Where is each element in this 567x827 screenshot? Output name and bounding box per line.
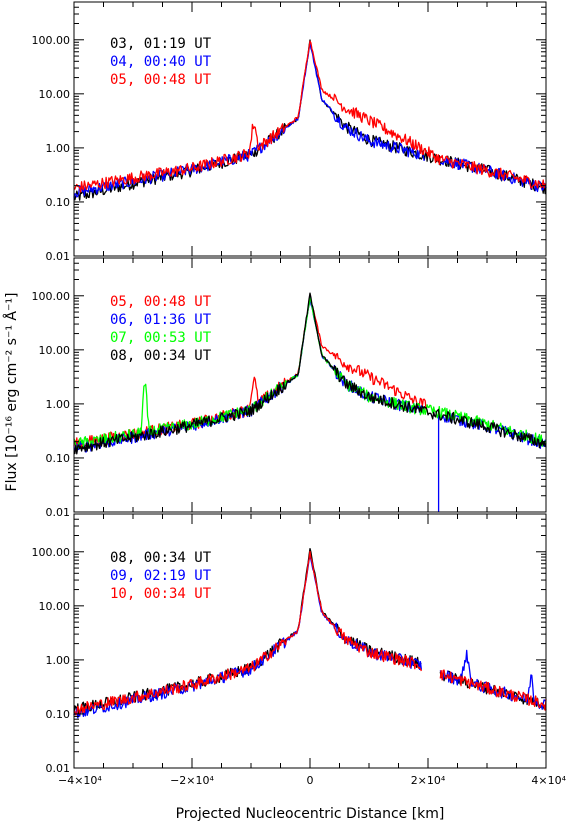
series-label: 09, 02:19 UT [110, 568, 212, 584]
series-line [73, 550, 547, 716]
y-tick-label: 10.00 [39, 88, 71, 101]
y-tick-label: 0.01 [46, 250, 71, 263]
x-axis-label: Projected Nucleocentric Distance [km] [176, 806, 445, 822]
x-tick-label: 0 [307, 774, 314, 787]
y-tick-label: 1.00 [46, 654, 71, 667]
series-label: 05, 00:48 UT [110, 294, 212, 310]
series-label: 03, 01:19 UT [110, 36, 212, 52]
series-label: 04, 00:40 UT [110, 54, 212, 70]
y-tick-label: 0.10 [46, 196, 71, 209]
y-tick-label: 0.01 [46, 762, 71, 775]
panel-3: 08, 00:34 UT 09, 02:19 UT 10, 00:34 UT 0.01… [32, 513, 567, 787]
y-tick-label: 0.10 [46, 452, 71, 465]
x-tick-label: 2×10⁴ [411, 774, 446, 787]
y-tick-label: 0.10 [46, 708, 71, 721]
y-tick-label: 10.00 [39, 600, 71, 613]
y-tick-label: 100.00 [32, 546, 71, 559]
series-label: 06, 01:36 UT [110, 312, 212, 328]
y-tick-label: 1.00 [46, 398, 71, 411]
series-line [73, 295, 427, 451]
y-tick-label: 100.00 [32, 34, 71, 47]
series-label: 10, 00:34 UT [110, 586, 212, 602]
series-line [73, 40, 547, 193]
series-label: 05, 00:48 UT [110, 72, 212, 88]
y-axis-label: Flux [10⁻¹⁶ erg cm⁻² s⁻¹ Å⁻¹] [3, 293, 20, 492]
y-tick-label: 0.01 [46, 506, 71, 519]
series-label: 08, 00:34 UT [110, 348, 212, 364]
series-line [73, 292, 547, 455]
x-tick-label: −4×10⁴ [58, 774, 102, 787]
y-tick-label: 100.00 [32, 290, 71, 303]
panel-1: 03, 01:19 UT 04, 00:40 UT 05, 00:48 UT 0.01… [32, 1, 547, 263]
panels-layer: 03, 01:19 UT 04, 00:40 UT 05, 00:48 UT 0.01… [32, 1, 567, 787]
x-tick-label: 4×10⁴ [531, 774, 566, 787]
series-label: 08, 00:34 UT [110, 550, 212, 566]
panel-2: 05, 00:48 UT 06, 01:36 UT 07, 00:53 UT 08, … [32, 257, 547, 519]
x-tick-label: −2×10⁴ [170, 774, 214, 787]
y-tick-label: 10.00 [39, 344, 71, 357]
series-label: 07, 00:53 UT [110, 330, 212, 346]
y-tick-label: 1.00 [46, 142, 71, 155]
